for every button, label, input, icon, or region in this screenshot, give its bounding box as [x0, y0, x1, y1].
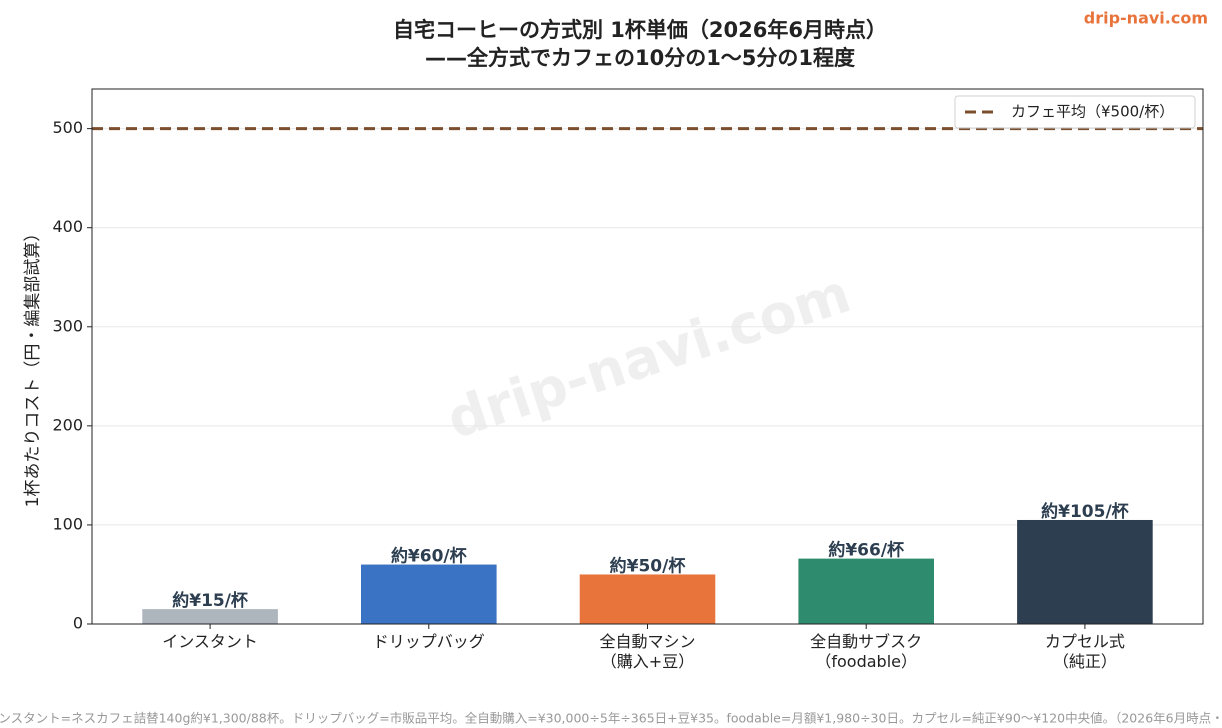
- plot-frame: [91, 88, 1204, 625]
- legend-label: カフェ平均（¥500/杯）: [1011, 103, 1174, 121]
- x-tick-label: 全自動サブスク （foodable）: [810, 632, 923, 671]
- watermark: drip-navi.com: [440, 262, 858, 452]
- value-label: 約¥105/杯: [1041, 501, 1129, 522]
- bar: [142, 609, 278, 624]
- y-tick-label: 200: [52, 415, 83, 434]
- y-tick-label: 400: [52, 217, 83, 236]
- legend: カフェ平均（¥500/杯）: [954, 95, 1196, 129]
- bar: [361, 564, 497, 624]
- x-tick-label: カプセル式 （純正）: [1044, 632, 1125, 671]
- legend-box: [954, 95, 1196, 129]
- y-tick-label: 300: [52, 316, 83, 335]
- bar: [579, 574, 716, 624]
- footnote: ンスタント=ネスカフェ詰替140g約¥1,300/88杯。ドリップバッグ=市販品…: [0, 711, 1222, 726]
- source-mark: drip-navi.com: [1084, 9, 1208, 28]
- value-label: 約¥66/杯: [828, 540, 904, 561]
- value-label: 約¥15/杯: [172, 590, 248, 611]
- bar: [1017, 519, 1153, 624]
- y-tick-label: 100: [52, 514, 83, 533]
- bar: [798, 558, 934, 624]
- x-tick-label: インスタント: [162, 632, 258, 651]
- x-tick-label: 全自動マシン （購入+豆）: [599, 632, 696, 671]
- y-tick-label: 500: [52, 118, 83, 137]
- value-label: 約¥60/杯: [391, 546, 467, 567]
- chart-subtitle: ——全方式でカフェの10分の1〜5分の1程度: [425, 46, 855, 70]
- value-label: 約¥50/杯: [610, 555, 686, 576]
- chart-title: 自宅コーヒーの方式別 1杯単価（2026年6月時点）: [393, 18, 887, 42]
- y-axis-label: 1杯あたりコスト（円・編集部試算）: [23, 225, 43, 508]
- y-tick-label: 0: [73, 614, 83, 633]
- x-tick-label: ドリップバッグ: [372, 632, 485, 651]
